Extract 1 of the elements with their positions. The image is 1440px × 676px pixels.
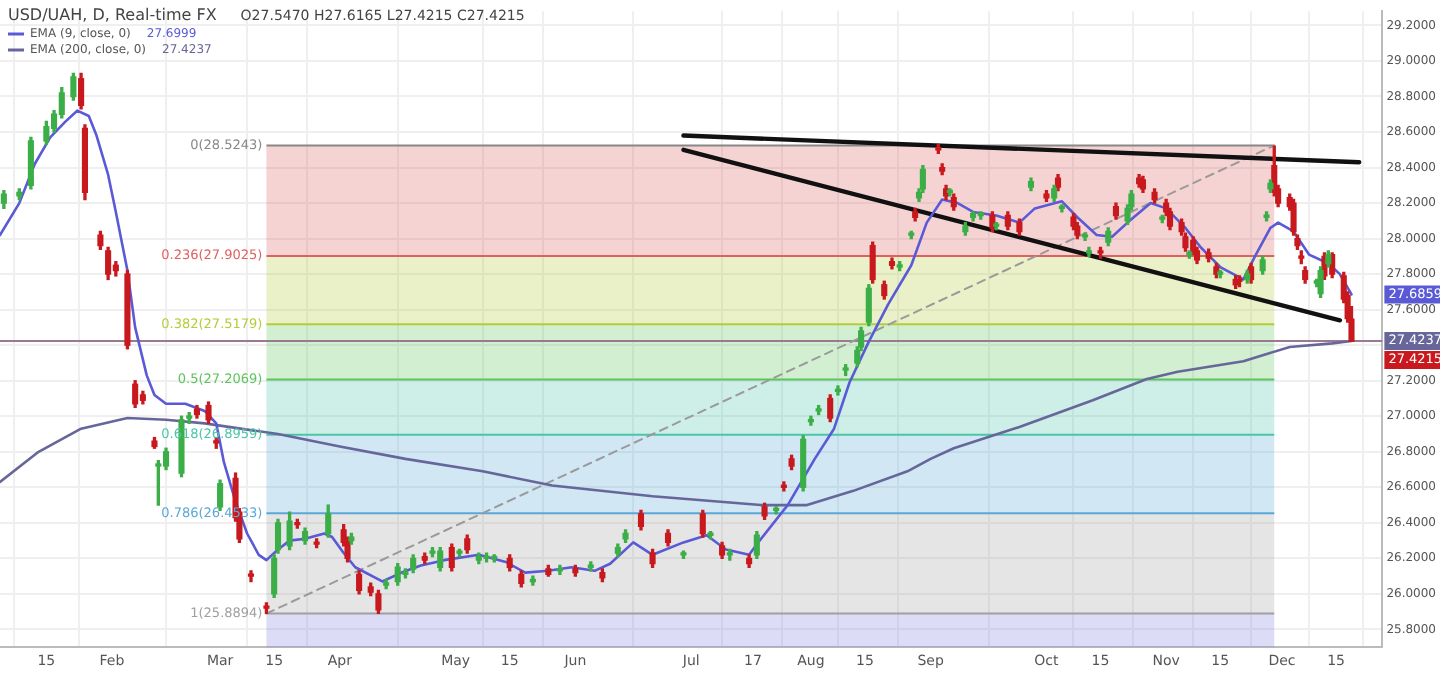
chart-title: USD/UAH, D, Real-time FX — [8, 6, 218, 25]
